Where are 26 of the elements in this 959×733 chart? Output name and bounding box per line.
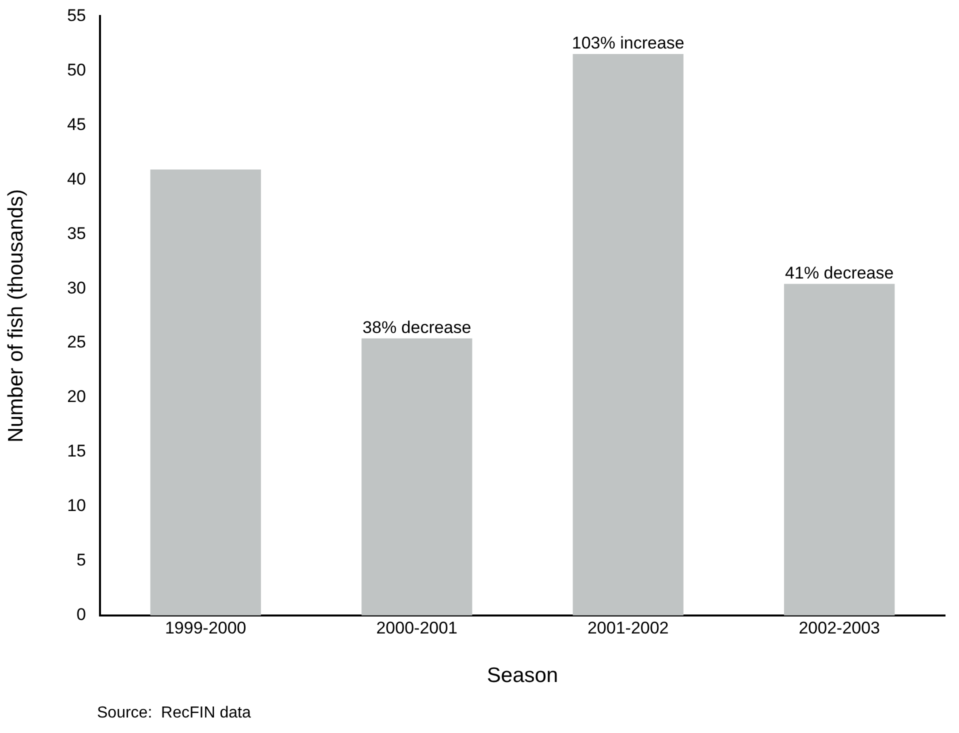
y-tick-label: 30 bbox=[67, 278, 86, 298]
x-tick-label: 2002-2003 bbox=[798, 618, 880, 638]
annotation: 41% decrease bbox=[785, 263, 894, 282]
y-tick-label: 45 bbox=[67, 114, 86, 134]
x-axis-title: Season bbox=[486, 664, 558, 688]
y-tick-label: 5 bbox=[76, 550, 86, 570]
annotation: 38% decrease bbox=[362, 318, 472, 337]
y-tick-label: 35 bbox=[67, 224, 86, 243]
y-tick-label: 20 bbox=[67, 387, 86, 406]
x-tick-label: 2000-2001 bbox=[376, 618, 458, 638]
y-tick-label: 15 bbox=[67, 442, 86, 461]
bar bbox=[784, 284, 895, 616]
bar bbox=[150, 169, 261, 616]
x-tick-label: 2001-2002 bbox=[587, 618, 669, 638]
y-tick-label: 55 bbox=[67, 6, 86, 25]
y-tick-label: 25 bbox=[67, 332, 86, 352]
x-tick-label: 1999-2000 bbox=[164, 618, 246, 638]
y-tick-label: 10 bbox=[67, 496, 86, 516]
y-tick-label: 50 bbox=[67, 60, 86, 80]
bar bbox=[362, 338, 472, 616]
source-note: Source: RecFIN data bbox=[97, 704, 251, 722]
y-tick-label: 40 bbox=[67, 169, 86, 188]
y-axis-title: Number of fish (thousands) bbox=[4, 189, 28, 442]
y-tick-label: 0 bbox=[76, 605, 86, 624]
bar bbox=[572, 54, 684, 616]
annotation: 103% increase bbox=[572, 34, 684, 53]
